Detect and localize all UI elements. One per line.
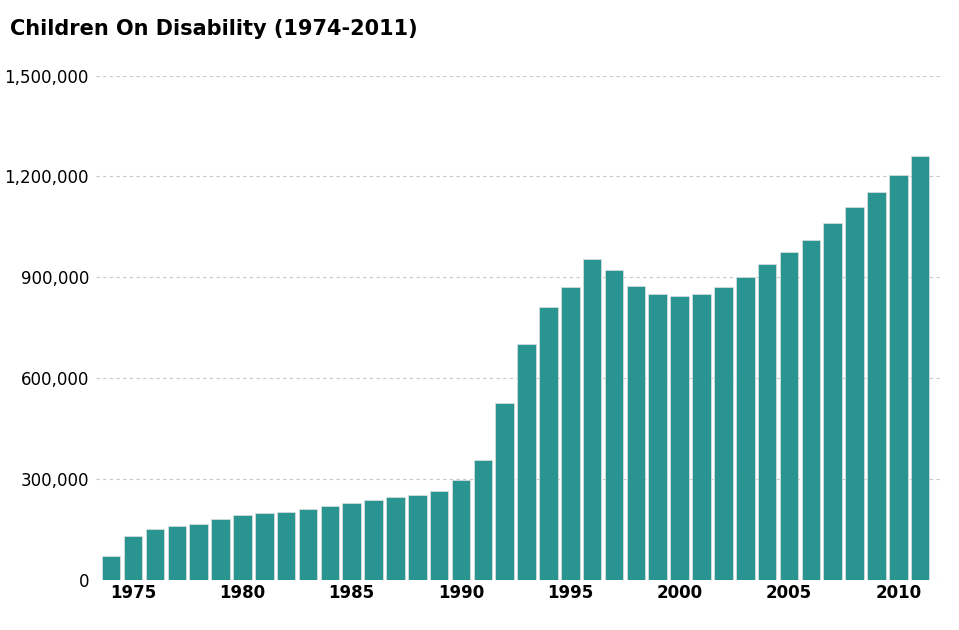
Bar xyxy=(648,294,667,580)
Bar xyxy=(605,270,623,580)
Bar xyxy=(430,491,449,580)
Bar xyxy=(561,287,579,580)
Bar xyxy=(146,529,164,580)
Bar xyxy=(824,224,842,580)
Bar xyxy=(211,519,230,580)
Bar xyxy=(670,295,689,580)
Bar xyxy=(758,264,777,580)
Bar xyxy=(408,495,427,580)
Bar xyxy=(496,403,514,580)
Bar xyxy=(583,259,601,580)
Bar xyxy=(452,480,470,580)
Text: Children On Disability (1974-2011): Children On Disability (1974-2011) xyxy=(10,19,417,39)
Bar xyxy=(889,175,907,580)
Bar xyxy=(277,512,295,580)
Bar xyxy=(802,240,820,580)
Bar xyxy=(692,294,711,580)
Bar xyxy=(233,515,251,580)
Bar xyxy=(911,156,929,580)
Bar xyxy=(364,500,383,580)
Bar xyxy=(845,207,864,580)
Bar xyxy=(714,287,733,580)
Bar xyxy=(780,252,798,580)
Bar xyxy=(539,307,558,580)
Bar xyxy=(102,556,121,580)
Bar xyxy=(386,497,405,580)
Bar xyxy=(255,513,273,580)
Bar xyxy=(320,507,339,580)
Bar xyxy=(342,503,361,580)
Bar xyxy=(517,345,536,580)
Bar xyxy=(168,526,186,580)
Bar xyxy=(124,536,142,580)
Bar xyxy=(626,285,645,580)
Bar xyxy=(474,460,492,580)
Bar xyxy=(867,192,886,580)
Bar xyxy=(189,524,208,580)
Bar xyxy=(736,277,755,580)
Bar xyxy=(298,509,317,580)
